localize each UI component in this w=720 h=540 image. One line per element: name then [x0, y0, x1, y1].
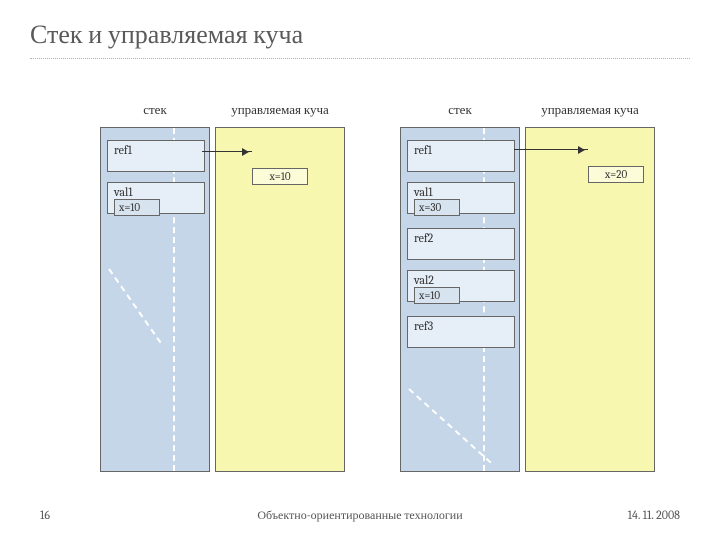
dash-diagonal [108, 268, 161, 343]
right-heap-header: управляемая куча [526, 102, 654, 118]
title-underline [30, 58, 690, 59]
cell-label: ref3 [414, 319, 433, 333]
right-val2-inner: x=10 [414, 287, 460, 304]
cell-label: ref1 [114, 143, 132, 157]
cell-label: val2 [414, 273, 434, 287]
slide-title: Стек и управляемая куча [30, 20, 303, 50]
right-ref1-arrow [514, 149, 588, 150]
right-ref1-cell: ref1 [407, 140, 515, 172]
left-stack-column: стек ref1 val1 x=10 [100, 127, 210, 472]
footer-center: Объектно-ориентированные технологии [0, 508, 720, 523]
left-ref1-cell: ref1 [107, 140, 205, 172]
left-ref1-arrow [202, 151, 252, 152]
dash-separator [173, 128, 175, 471]
right-stack-column: стек ref1 val1 x=30 ref2 val2 x=10 ref3 [400, 127, 520, 472]
dash-diagonal [408, 388, 491, 463]
cell-label: ref2 [414, 231, 433, 245]
left-heap-header: управляемая куча [216, 102, 344, 118]
left-val1-inner: x=10 [114, 199, 160, 216]
right-val1-cell: val1 x=30 [407, 182, 515, 214]
left-heap-obj1: x=10 [252, 168, 308, 185]
footer-date: 14. 11. 2008 [628, 508, 680, 522]
right-stack-header: стек [401, 102, 519, 118]
right-val2-cell: val2 x=10 [407, 270, 515, 302]
right-ref2-cell: ref2 [407, 228, 515, 260]
footer: 16 Объектно-ориентированные технологии 1… [0, 508, 720, 526]
cell-label: val1 [414, 185, 433, 199]
right-val1-inner: x=30 [414, 199, 460, 216]
right-heap-obj1: x=20 [588, 166, 644, 183]
left-val1-cell: val1 x=10 [107, 182, 205, 214]
left-stack-header: стек [101, 102, 209, 118]
right-ref3-cell: ref3 [407, 316, 515, 348]
cell-label: ref1 [414, 143, 432, 157]
right-heap-column: управляемая куча x=20 [525, 127, 655, 472]
cell-label: val1 [114, 185, 133, 199]
memory-diagram: стек ref1 val1 x=10 управляемая куча x=1… [0, 95, 720, 485]
left-heap-column: управляемая куча x=10 [215, 127, 345, 472]
